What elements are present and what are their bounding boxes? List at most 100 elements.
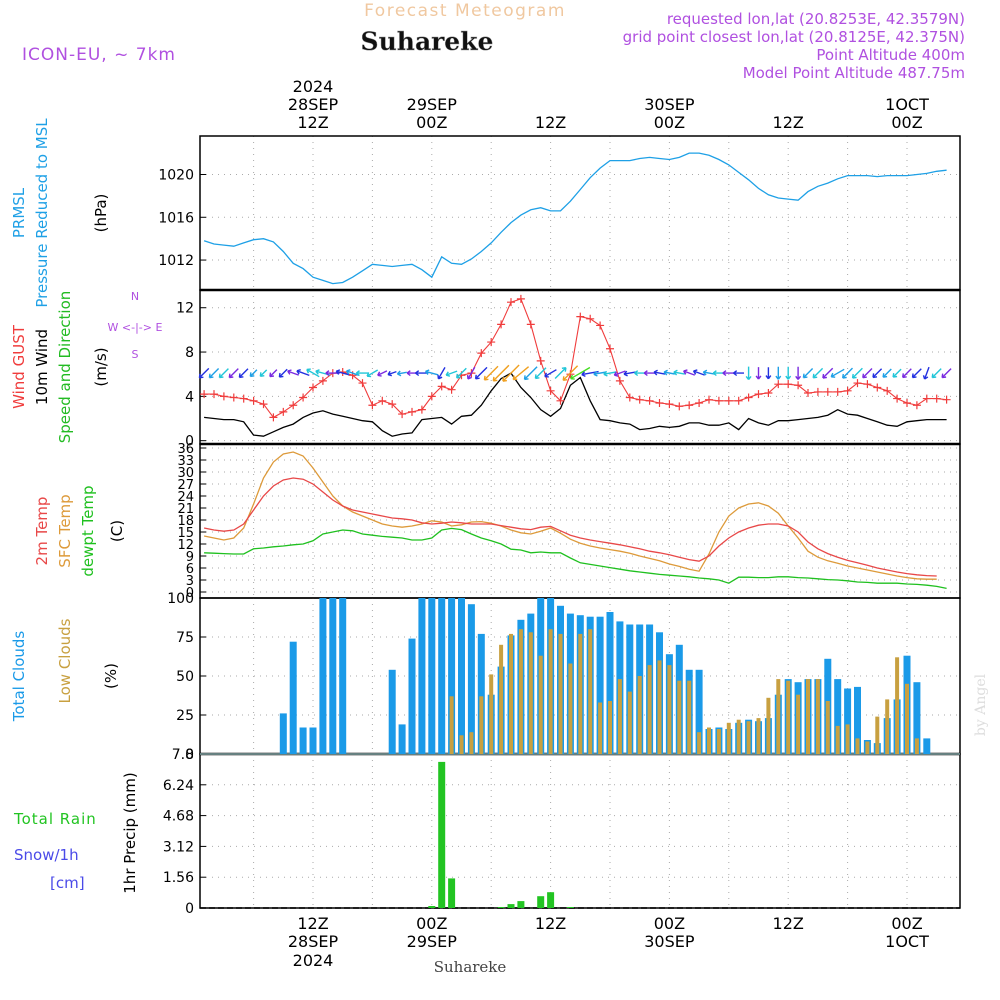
gust-marker	[863, 380, 872, 389]
requested-coords: requested lon,lat (20.8253E, 42.3579N)	[667, 10, 965, 28]
wind-direction-arrow	[534, 367, 547, 380]
wind-direction-arrow	[570, 366, 591, 380]
gust-marker	[734, 396, 743, 405]
gust-marker	[675, 402, 684, 411]
wind-direction-arrow	[733, 370, 744, 377]
wind-direction-arrow	[249, 369, 258, 378]
wind-direction-arrow	[456, 367, 467, 379]
gust-marker	[279, 407, 288, 416]
dewpt-line	[204, 527, 947, 590]
wind-direction-arrow	[278, 368, 288, 378]
point-altitude: Point Altitude 400m	[816, 46, 965, 64]
top-hour-label: 00Z	[891, 113, 922, 132]
gust-line	[204, 298, 947, 419]
gust-marker	[249, 396, 258, 405]
total-clouds-bar	[467, 604, 475, 754]
gust-marker	[408, 407, 416, 416]
dewpt-label: dewpt Temp	[79, 485, 97, 576]
total-clouds-bar	[596, 616, 604, 754]
gust-marker	[665, 400, 674, 409]
wind-direction-arrow	[238, 368, 249, 379]
wind-direction-arrow	[842, 367, 853, 379]
total-clouds-bar	[398, 724, 406, 754]
temp2m-label: 2m Temp	[33, 497, 51, 566]
wind-direction-arrow	[712, 370, 725, 377]
y-tick-label: 24	[177, 490, 194, 505]
wind-direction-arrow	[593, 370, 607, 377]
low-clouds-bar	[905, 683, 909, 754]
top-day-label: 29SEP	[407, 95, 458, 114]
top-day-label: 1OCT	[885, 95, 929, 114]
gust-marker	[487, 338, 496, 347]
wind-label: 10m Wind	[33, 329, 51, 405]
y-tick-label: 8	[185, 345, 194, 361]
top-hour-label: 12Z	[535, 113, 566, 132]
gust-marker	[893, 394, 902, 403]
low-clouds-bar	[756, 718, 761, 754]
low-clouds-bar	[835, 725, 840, 754]
low-clouds-bar	[617, 679, 622, 754]
low-clouds-bar	[558, 633, 563, 754]
wind-direction-arrow	[643, 370, 655, 377]
model-altitude: Model Point Altitude 487.75m	[743, 64, 965, 82]
low-clouds-bar	[489, 674, 494, 754]
panel-frame	[199, 443, 961, 599]
gust-marker	[655, 399, 664, 408]
total-clouds-bar	[923, 738, 931, 754]
wind-direction-arrow	[902, 368, 912, 379]
top-day-label: 30SEP	[644, 95, 695, 114]
panel-frame	[199, 753, 961, 909]
gust-label: Wind GUST	[10, 324, 28, 409]
low-clouds-bar	[815, 679, 820, 754]
y-tick-label: 15	[177, 526, 194, 541]
gust-marker	[417, 405, 426, 414]
gust-marker	[625, 393, 634, 402]
y-tick-label: 12	[176, 301, 194, 317]
bottom-day-label: 1OCT	[885, 932, 929, 951]
gust-marker	[358, 379, 367, 388]
y-tick-label: 3	[186, 574, 194, 589]
gust-marker	[388, 400, 397, 409]
wind-direction-arrow	[911, 368, 922, 379]
gust-marker	[853, 379, 862, 388]
wind-direction-arrow	[512, 366, 530, 381]
low-clouds-bar	[509, 633, 513, 754]
low-clouds-bar	[875, 716, 880, 754]
compass-north: N	[131, 290, 139, 303]
gust-marker	[210, 390, 218, 399]
gust-marker	[269, 413, 278, 422]
y-tick-label: 3.12	[163, 839, 194, 855]
gust-marker	[883, 386, 892, 395]
wind-direction-arrow	[554, 367, 567, 379]
location-title: Suhareke	[361, 27, 494, 56]
compass-south: S	[132, 348, 139, 361]
gust-marker	[229, 393, 238, 402]
rain-bar	[438, 761, 446, 908]
wind-unit: (m/s)	[92, 347, 110, 386]
low-clouds-bar	[766, 697, 771, 754]
gust-marker	[378, 396, 387, 405]
wind-direction-arrow	[406, 370, 417, 377]
wind-direction-arrow	[634, 370, 645, 377]
precip-unit: 1hr Precip (mm)	[121, 772, 139, 893]
top-day-label: 28SEP	[288, 95, 339, 114]
wind-direction-arrow	[198, 367, 210, 379]
total-clouds-bar	[408, 638, 416, 754]
wind-direction-arrow	[562, 365, 579, 381]
wind-direction-arrow	[492, 364, 510, 382]
wind-speed-line	[204, 372, 947, 437]
gust-marker	[903, 399, 911, 408]
top-hour-label: 12Z	[297, 113, 328, 132]
footer-location: Suhareke	[434, 958, 507, 976]
gust-marker	[477, 349, 486, 358]
total-clouds-bar	[428, 598, 436, 754]
bottom-day-label: 29SEP	[407, 932, 458, 951]
rain-bar	[497, 907, 505, 908]
y-tick-label: 1020	[158, 168, 194, 184]
y-tick-label: 4	[185, 389, 194, 405]
total-clouds-bar	[913, 682, 921, 754]
total-clouds-bar	[388, 669, 396, 754]
gust-marker	[497, 320, 506, 329]
low-clouds-bar	[627, 691, 632, 754]
